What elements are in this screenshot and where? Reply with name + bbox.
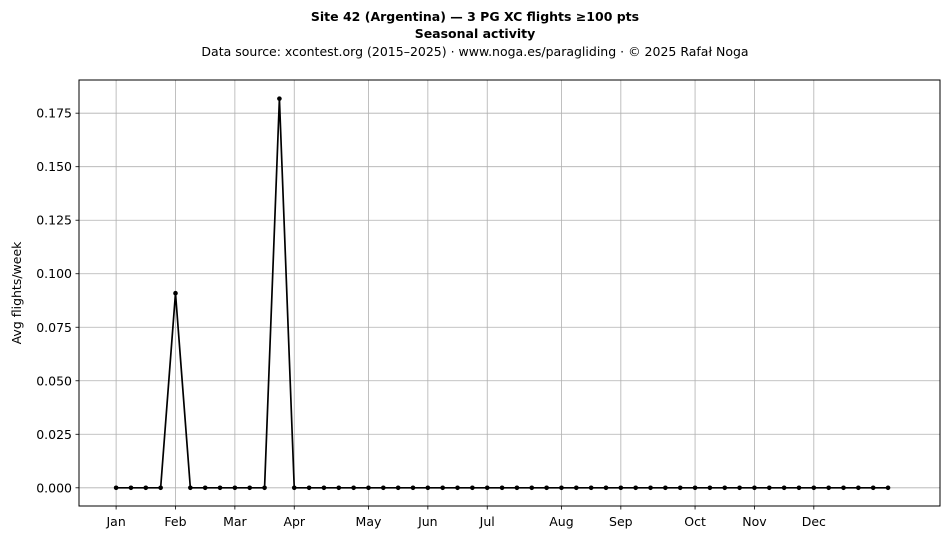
data-point [826,485,831,491]
data-point [336,485,342,491]
chart-source-line: Data source: xcontest.org (2015–2025) · … [201,44,748,59]
y-tick-label: 0.025 [36,427,72,442]
data-point [841,485,846,491]
data-point [351,485,356,491]
data-point [188,485,193,491]
data-point [291,485,297,491]
data-point [722,485,728,491]
data-point [870,485,876,491]
x-tick-label: May [356,514,382,529]
data-point [796,485,802,491]
data-point [440,485,445,491]
x-tick-label: Jan [105,514,125,529]
x-tick-label: Sep [609,514,633,529]
data-point [648,485,653,491]
data-point [529,485,535,491]
data-point [484,485,490,491]
data-point [321,485,327,491]
data-point [217,485,223,491]
data-point [232,485,238,491]
data-point [306,485,312,491]
x-tick-label: Aug [549,514,573,529]
data-point [143,485,149,491]
data-point [559,485,564,491]
data-point [247,485,253,491]
data-point [633,485,638,491]
data-point [603,485,609,491]
y-tick-label: 0.075 [36,320,72,335]
data-point [692,485,698,491]
y-tick-label: 0.100 [36,266,72,281]
tick-layer: 0.000 0.025 0.050 0.075 0.100 0.125 0.150 0.175… [36,106,826,529]
x-tick-label: Oct [684,514,706,529]
data-point [885,485,891,491]
data-point [618,485,624,491]
y-tick-label: 0.150 [36,159,72,174]
data-point [395,485,401,491]
data-point [737,485,742,491]
data-point [588,485,594,491]
data-point [574,485,579,491]
plot-frame [78,79,941,507]
x-tick-label: Apr [283,514,305,529]
y-axis-label: Avg flights/week [9,241,24,345]
data-point [113,485,119,491]
data-point [277,96,282,101]
series-line [116,97,889,489]
x-tick-label: Jun [417,514,438,529]
data-point [707,485,713,491]
data-point [752,485,757,491]
y-tick-label: 0.175 [36,106,72,121]
data-point [544,485,549,491]
data-point [366,485,371,491]
data-point [499,485,505,491]
x-tick-label: Dec [802,514,826,529]
chart-title: Site 42 (Argentina) — 3 PG XC flights ≥1… [311,9,639,24]
data-point [811,485,817,491]
data-point [766,485,772,491]
data-point [128,485,134,491]
series-layer [113,96,891,491]
data-point [173,290,178,296]
data-point [202,485,208,491]
data-point [663,485,668,491]
y-tick-label: 0.050 [36,373,72,388]
x-tick-label: Nov [742,514,767,529]
x-tick-label: Jul [479,514,495,529]
y-tick-label: 0.125 [36,213,72,228]
y-tick-label: 0.000 [36,480,72,495]
data-point [856,485,861,491]
grid-layer [79,80,940,506]
data-point [410,485,416,491]
data-point [455,485,460,491]
chart-subtitle: Seasonal activity [415,26,536,41]
data-point [158,485,163,491]
x-tick-label: Mar [223,514,247,529]
data-point [381,485,386,491]
data-point [677,485,683,491]
data-point [425,485,431,491]
x-tick-label: Feb [164,514,186,529]
data-point [781,485,787,491]
data-point [514,485,520,491]
data-point [470,485,475,491]
data-point [262,485,267,491]
